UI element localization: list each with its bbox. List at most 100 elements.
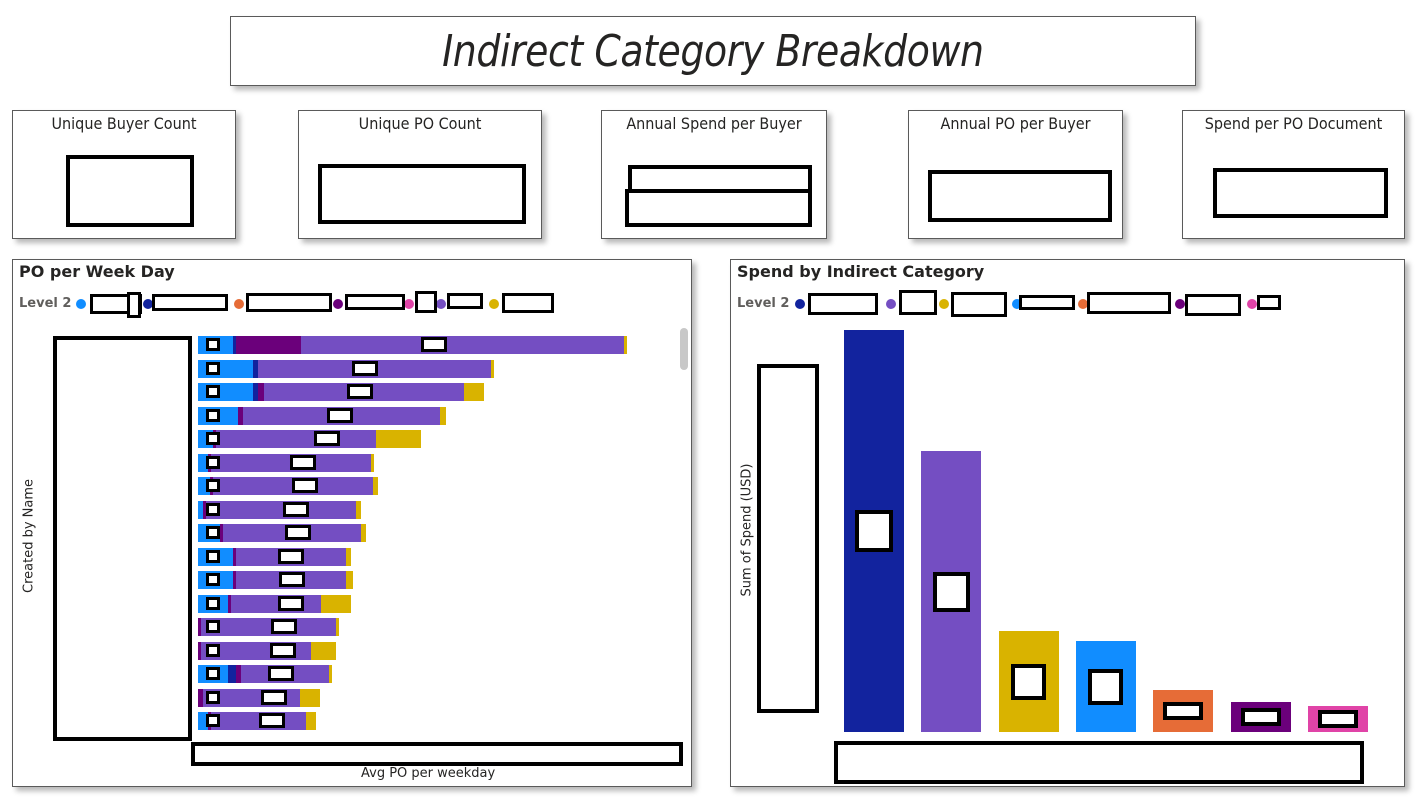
data-label-redacted bbox=[206, 408, 220, 422]
data-label-redacted bbox=[1317, 710, 1358, 728]
y-axis-title: Created by Name bbox=[21, 478, 37, 594]
dashboard-title: Indirect Category Breakdown bbox=[442, 25, 984, 77]
kpi-label: Annual Spend per Buyer bbox=[626, 114, 802, 133]
bar-segment-dark_purple[interactable] bbox=[236, 336, 301, 354]
kpi-card-unique-buyer-count[interactable]: Unique Buyer Count bbox=[12, 110, 236, 239]
data-label-redacted bbox=[291, 478, 318, 493]
kpi-card-spend-per-po-document[interactable]: Spend per PO Document bbox=[1182, 110, 1405, 239]
legend-label-redacted bbox=[1019, 295, 1075, 310]
bar-segment-gold[interactable] bbox=[371, 453, 374, 472]
data-label-redacted bbox=[206, 573, 220, 586]
bar-segment-gold[interactable] bbox=[491, 359, 494, 378]
legend-dot-pink[interactable] bbox=[1247, 299, 1257, 309]
data-label-redacted bbox=[206, 479, 220, 492]
data-label-redacted bbox=[1163, 702, 1204, 720]
bar-segment-dark_purple[interactable] bbox=[236, 665, 241, 683]
bar-segment-navy[interactable] bbox=[253, 359, 258, 378]
bar-segment-dark_purple[interactable] bbox=[233, 547, 236, 566]
bar-segment-gold[interactable] bbox=[321, 594, 351, 613]
bar-segment-dark_purple[interactable] bbox=[228, 594, 231, 613]
bar-segment-dark_purple[interactable] bbox=[220, 524, 223, 542]
data-label-redacted bbox=[206, 690, 220, 704]
data-label-redacted bbox=[932, 571, 970, 612]
bar-segment-purple[interactable] bbox=[301, 336, 624, 354]
bar-segment-blue[interactable] bbox=[198, 500, 203, 519]
data-label-redacted bbox=[278, 572, 305, 587]
bar-segment-gold[interactable] bbox=[356, 500, 361, 519]
bar-segment-gold[interactable] bbox=[376, 430, 421, 448]
bar-segment-gold[interactable] bbox=[361, 524, 366, 542]
legend-label-redacted bbox=[808, 293, 878, 315]
bar-segment-blue[interactable] bbox=[198, 712, 208, 730]
legend-dot-navy[interactable] bbox=[795, 299, 805, 309]
legend-dot-orange[interactable] bbox=[1078, 299, 1088, 309]
bar-segment-gold[interactable] bbox=[329, 665, 332, 683]
x-axis-labels-redacted bbox=[834, 741, 1364, 784]
data-label-redacted bbox=[206, 338, 220, 351]
bar-segment-purple[interactable] bbox=[206, 500, 356, 519]
data-label-redacted bbox=[206, 643, 220, 657]
bar-segment-purple[interactable] bbox=[231, 594, 321, 613]
kpi-card-unique-po-count[interactable]: Unique PO Count bbox=[298, 110, 542, 239]
data-label-redacted bbox=[313, 431, 340, 446]
bar-segment-dark_purple[interactable] bbox=[198, 641, 201, 660]
bar-segment-gold[interactable] bbox=[346, 571, 353, 589]
kpi-value-redacted bbox=[928, 170, 1112, 222]
bar-segment-gold[interactable] bbox=[464, 383, 484, 401]
data-label-redacted bbox=[421, 337, 448, 352]
legend-dot-dark_purple[interactable] bbox=[333, 299, 343, 309]
kpi-label: Annual PO per Buyer bbox=[940, 114, 1091, 133]
bar-segment-dark_purple[interactable] bbox=[198, 618, 201, 636]
legend-dot-dark_purple[interactable] bbox=[1175, 299, 1185, 309]
legend-label-redacted bbox=[127, 292, 141, 318]
bar-segment-navy[interactable] bbox=[228, 665, 236, 683]
legend-dot-blue[interactable] bbox=[76, 299, 86, 309]
legend-dot-gold[interactable] bbox=[489, 299, 499, 309]
legend-label-redacted bbox=[152, 294, 228, 311]
vertical-scrollbar[interactable] bbox=[680, 328, 688, 370]
bar-segment-gold[interactable] bbox=[624, 336, 627, 354]
bar-segment-gold[interactable] bbox=[306, 712, 316, 730]
data-label-redacted bbox=[206, 526, 220, 539]
bar-segment-gold[interactable] bbox=[311, 641, 336, 660]
bar-segment-gold[interactable] bbox=[336, 618, 339, 636]
kpi-card-annual-po-per-buyer[interactable]: Annual PO per Buyer bbox=[908, 110, 1123, 239]
legend-dot-blue[interactable] bbox=[1012, 299, 1022, 309]
legend-label-redacted bbox=[951, 292, 1007, 317]
bar-segment-dark_purple[interactable] bbox=[238, 406, 243, 425]
legend-dot-navy[interactable] bbox=[143, 299, 153, 309]
data-label-redacted bbox=[206, 385, 220, 398]
data-label-redacted bbox=[206, 549, 220, 563]
legend-dot-orange[interactable] bbox=[234, 299, 244, 309]
data-label-redacted bbox=[326, 407, 353, 423]
data-label-redacted bbox=[271, 619, 298, 634]
y-axis-labels-redacted bbox=[757, 364, 819, 713]
bar-segment-gold[interactable] bbox=[346, 547, 351, 566]
bar-segment-gold[interactable] bbox=[373, 477, 378, 495]
data-label-redacted bbox=[206, 361, 220, 375]
bar-segment-navy[interactable] bbox=[233, 336, 236, 354]
bar-segment-dark_purple[interactable] bbox=[233, 571, 236, 589]
bar-segment-purple[interactable] bbox=[216, 430, 376, 448]
panel-title: Spend by Indirect Category bbox=[737, 262, 985, 281]
legend-label-redacted bbox=[447, 293, 483, 309]
legend-dot-purple[interactable] bbox=[886, 299, 896, 309]
bar-segment-dark_purple[interactable] bbox=[258, 383, 264, 401]
bar-segment-blue[interactable] bbox=[198, 453, 208, 472]
legend-dot-gold[interactable] bbox=[939, 299, 949, 309]
data-label-redacted bbox=[206, 502, 220, 516]
data-label-redacted bbox=[206, 455, 220, 469]
legend-dot-purple[interactable] bbox=[436, 299, 446, 309]
bar-segment-dark_purple[interactable] bbox=[198, 688, 203, 707]
bar-segment-purple[interactable] bbox=[201, 618, 336, 636]
bar-segment-navy[interactable] bbox=[253, 383, 258, 401]
bar-segment-dark_purple[interactable] bbox=[203, 500, 206, 519]
legend-label-redacted bbox=[345, 294, 405, 310]
bar-segment-gold[interactable] bbox=[440, 406, 446, 425]
data-label-redacted bbox=[1011, 663, 1047, 700]
bar-segment-gold[interactable] bbox=[300, 688, 320, 707]
legend-dot-pink[interactable] bbox=[404, 299, 414, 309]
po-per-weekday-panel[interactable]: PO per Week Day Level 2 Avg PO per weekd… bbox=[12, 259, 692, 787]
kpi-card-annual-spend-per-buyer[interactable]: Annual Spend per Buyer bbox=[601, 110, 827, 239]
spend-by-category-panel[interactable]: Spend by Indirect Category Level 2 Sum o… bbox=[730, 259, 1405, 787]
